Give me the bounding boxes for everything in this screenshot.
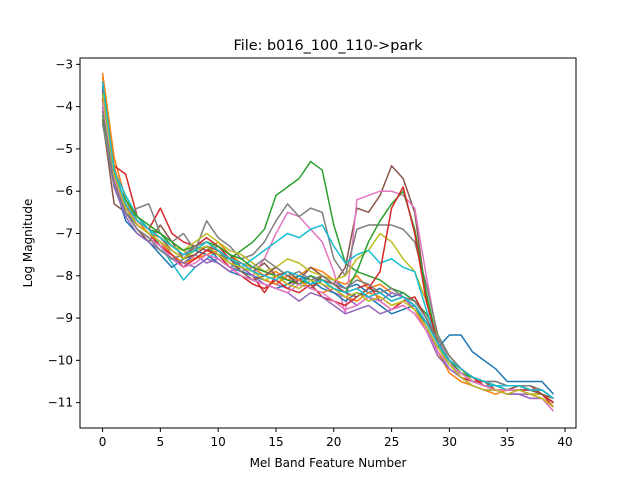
y-tick-label: −4	[55, 100, 73, 114]
x-tick-label: 10	[211, 435, 226, 449]
axes-frame	[79, 57, 577, 429]
y-tick-label: −7	[55, 226, 73, 240]
x-tick-label: 20	[326, 435, 341, 449]
x-tick-label: 40	[557, 435, 572, 449]
y-tick-label: −5	[55, 142, 73, 156]
y-axis-label: Log Magnitude	[21, 199, 35, 288]
y-tick-label: −11	[48, 396, 73, 410]
x-tick-label: 35	[500, 435, 515, 449]
x-tick-label: 25	[384, 435, 399, 449]
x-tick-label: 30	[442, 435, 457, 449]
y-tick-label: −3	[55, 57, 73, 71]
y-ticks: −3 −4 −5 −6 −7 −8 −9 −10 −11	[48, 57, 80, 410]
y-tick-label: −6	[55, 184, 73, 198]
series-line-17	[101, 102, 555, 412]
y-tick-label: −8	[55, 269, 73, 283]
x-tick-label: 5	[157, 435, 165, 449]
x-axis-label: Mel Band Feature Number	[250, 456, 407, 470]
x-tick-label: 0	[99, 435, 107, 449]
series-line-20	[101, 81, 554, 400]
x-tick-label: 15	[268, 435, 283, 449]
x-ticks: 0 5 10 15 20 25 30 35 40	[99, 428, 573, 449]
series-line-19	[101, 93, 554, 408]
series-layer	[101, 72, 555, 412]
chart-title: File: b016_100_110->park	[234, 38, 424, 54]
y-tick-label: −9	[55, 311, 73, 325]
y-tick-label: −10	[48, 353, 73, 367]
